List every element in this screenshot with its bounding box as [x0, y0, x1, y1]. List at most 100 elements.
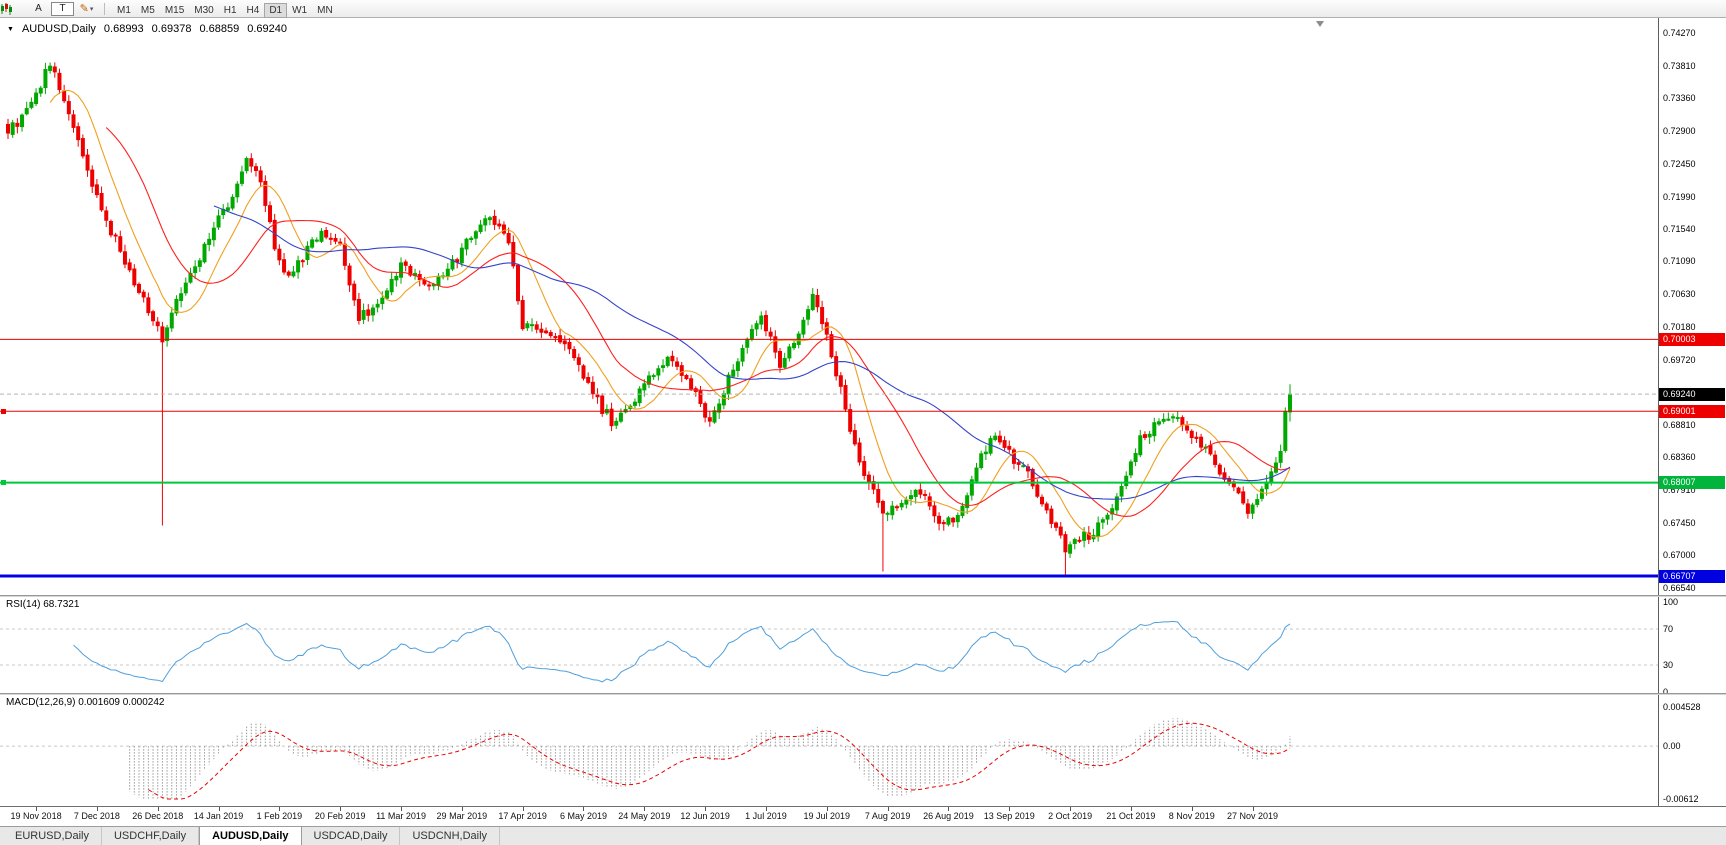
hline-anchor-marker[interactable]	[1, 408, 6, 414]
price-axis-label: 0.73810	[1663, 61, 1696, 72]
chart-tab-usdcnh[interactable]: USDCNH,Daily	[400, 827, 501, 845]
price-axis-label: 0.71540	[1663, 224, 1696, 234]
rsi-axis-label: 100	[1663, 597, 1679, 607]
price-axis-label: 0.71090	[1663, 256, 1696, 267]
chart-ohlc-header: ▼ AUDUSD,Daily 0.68993 0.69378 0.68859 0…	[7, 23, 287, 35]
macd-axis-label: 0.004528	[1663, 702, 1701, 712]
price-axis-label: 0.70180	[1663, 321, 1696, 332]
date-tick	[340, 807, 342, 811]
moving-average-22	[105, 127, 1291, 518]
top-toolbar: A T ✎ ▾ M1 M5 M15 M30 H1 H4 D1 W1 MN	[0, 0, 1726, 18]
price-axis-label: 0.72450	[1663, 158, 1696, 169]
date-tick	[887, 807, 889, 811]
date-tick	[705, 807, 707, 811]
date-tick	[948, 807, 950, 811]
timeframe-button-w1[interactable]: W1	[292, 4, 308, 16]
date-label: 13 Sep 2019	[983, 811, 1035, 821]
chart-tab-usdcad[interactable]: USDCAD,Daily	[302, 827, 401, 845]
candlestick-chart-icon	[1, 2, 12, 15]
chart-tab-eurusd[interactable]: EURUSD,Daily	[3, 827, 102, 845]
timeframe-button-d1[interactable]: D1	[264, 2, 288, 18]
timeframe-button-group: M1 M5 M15 M30 H1 H4 D1 W1 MN	[112, 0, 338, 18]
date-tick	[36, 807, 38, 811]
price-tag-resistance-1: 0.70003	[1659, 332, 1725, 346]
price-axis-label: 0.69720	[1663, 354, 1696, 365]
macd-axis-label: -0.00612	[1663, 794, 1699, 804]
date-label: 1 Feb 2019	[256, 811, 303, 821]
rsi-axis-label: 0	[1663, 687, 1669, 697]
price-tag-current-price: 0.69240	[1659, 387, 1725, 401]
window-separator-macd[interactable]	[0, 693, 1726, 695]
date-label: 21 Oct 2019	[1106, 811, 1156, 821]
date-label: 24 May 2019	[618, 811, 671, 821]
chart-tab-usdchf[interactable]: USDCHF,Daily	[102, 827, 200, 845]
date-label: 27 Nov 2019	[1227, 811, 1279, 821]
price-axis-label: 0.67450	[1663, 517, 1696, 528]
date-tick	[1130, 807, 1132, 811]
date-tick	[583, 807, 585, 811]
date-label: 7 Aug 2019	[864, 811, 911, 821]
candles-down	[6, 62, 1250, 577]
date-label: 14 Jan 2019	[193, 811, 244, 821]
date-tick	[218, 807, 220, 811]
timeframe-button-m1[interactable]: M1	[117, 4, 131, 16]
date-label: 29 Mar 2019	[436, 811, 488, 821]
collapse-arrow-icon[interactable]: ▼	[7, 25, 14, 33]
window-separator-rsi[interactable]	[0, 595, 1726, 597]
rsi-indicator-label: RSI(14) 68.7321	[6, 599, 80, 610]
crayon-icon: ✎	[79, 3, 89, 15]
date-label: 11 Mar 2019	[376, 811, 426, 821]
price-axis[interactable]	[1658, 18, 1659, 826]
rsi-axis-label: 30	[1663, 660, 1674, 670]
hline-anchor-marker[interactable]	[1, 480, 6, 486]
price-axis-label: 0.73360	[1663, 93, 1696, 104]
low-value: 0.68859	[199, 23, 240, 35]
macd-axis-label: 0.00	[1663, 741, 1681, 752]
macd-signal-line	[148, 722, 1291, 800]
chart-shift-marker-icon[interactable]	[1316, 21, 1324, 27]
timeframe-button-h1[interactable]: H1	[223, 4, 237, 16]
date-label: 6 May 2019	[559, 811, 607, 821]
close-value: 0.69240	[247, 23, 287, 35]
symbol-name: AUDUSD,Daily	[21, 23, 96, 35]
text-tool-button[interactable]: T	[51, 1, 74, 16]
timeframe-button-mn[interactable]: MN	[317, 4, 333, 16]
price-axis-label: 0.68360	[1663, 452, 1696, 463]
price-tag-resistance-2: 0.69001	[1659, 404, 1725, 418]
text-label-tool-button[interactable]: A	[35, 3, 42, 14]
date-label: 1 Jul 2019	[745, 811, 787, 821]
toolbar-separator	[104, 2, 105, 15]
date-tick	[644, 807, 646, 811]
chart-tab-audusd[interactable]: AUDUSD,Daily	[199, 827, 302, 845]
candles-up	[10, 62, 1292, 558]
dropdown-caret-icon: ▾	[89, 5, 94, 13]
timeframe-button-h4[interactable]: H4	[246, 4, 260, 16]
rsi-pane	[0, 620, 1658, 683]
date-tick	[826, 807, 828, 811]
date-label: 19 Nov 2018	[10, 811, 62, 821]
date-label: 2 Oct 2019	[1048, 811, 1093, 821]
date-label: 20 Feb 2019	[314, 811, 366, 821]
chart-type-button[interactable]	[1, 1, 26, 16]
date-tick	[96, 807, 98, 811]
rsi-axis-label: 70	[1663, 624, 1674, 634]
price-axis-label: 0.70630	[1663, 289, 1696, 300]
date-tick	[1191, 807, 1193, 811]
macd-pane	[0, 718, 1658, 800]
price-axis-label: 0.71990	[1663, 191, 1696, 202]
timeframe-button-m30[interactable]: M30	[194, 4, 214, 16]
date-label: 19 Jul 2019	[803, 811, 851, 821]
crayon-tool-button[interactable]: ✎ ▾	[76, 1, 97, 16]
date-label: 26 Aug 2019	[923, 811, 974, 821]
timeframe-button-m15[interactable]: M15	[164, 4, 185, 16]
price-tag-support-1: 0.68007	[1659, 476, 1725, 490]
date-axis[interactable]: 19 Nov 2018 7 Dec 2018 26 Dec 2018 14 Jan 2…	[0, 806, 1726, 826]
price-axis-label: 0.72900	[1663, 126, 1696, 137]
timeframe-button-m5[interactable]: M5	[140, 4, 155, 16]
date-tick	[765, 807, 767, 811]
rsi-line	[73, 620, 1291, 683]
date-tick	[522, 807, 524, 811]
moving-average-10	[49, 89, 1291, 538]
moving-average-45	[213, 205, 1291, 500]
